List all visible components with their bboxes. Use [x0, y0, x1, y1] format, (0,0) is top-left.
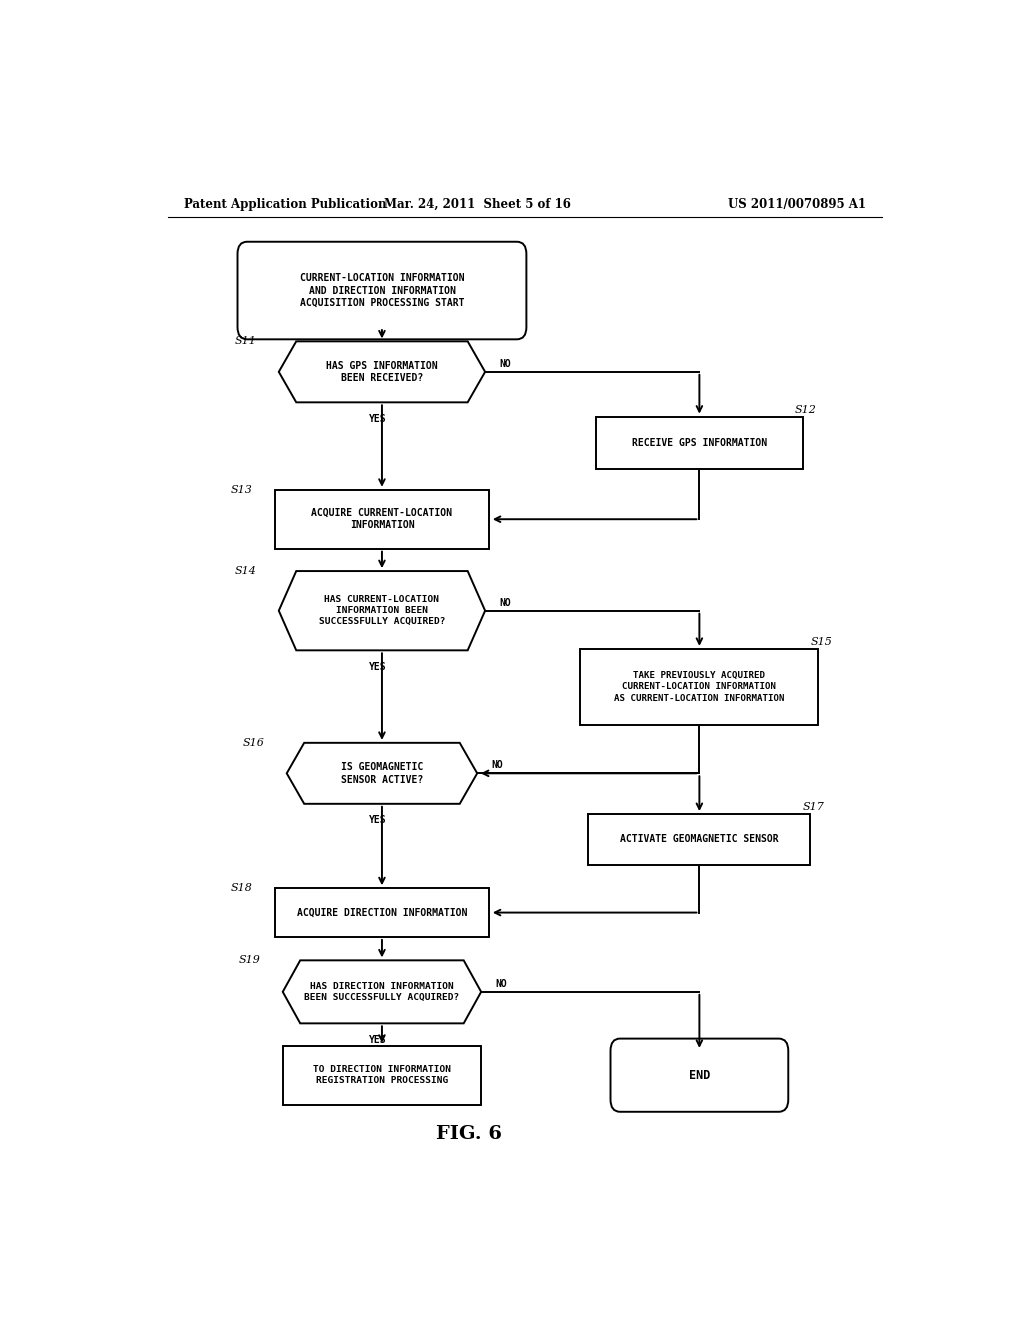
Text: Patent Application Publication: Patent Application Publication: [183, 198, 386, 211]
Text: NO: NO: [499, 598, 511, 607]
Text: YES: YES: [370, 1035, 387, 1044]
Text: END: END: [689, 1069, 710, 1081]
Text: S19: S19: [240, 956, 261, 965]
Text: TO DIRECTION INFORMATION
REGISTRATION PROCESSING: TO DIRECTION INFORMATION REGISTRATION PR…: [313, 1065, 451, 1085]
Text: S16: S16: [243, 738, 265, 748]
Bar: [596, 417, 803, 470]
Polygon shape: [283, 961, 481, 1023]
Text: IS GEOMAGNETIC
SENSOR ACTIVE?: IS GEOMAGNETIC SENSOR ACTIVE?: [341, 762, 423, 784]
Polygon shape: [287, 743, 477, 804]
Polygon shape: [279, 572, 485, 651]
Bar: [588, 814, 811, 865]
Text: NO: NO: [499, 359, 511, 368]
Text: S15: S15: [811, 636, 833, 647]
Bar: [581, 649, 818, 725]
Text: FIG. 6: FIG. 6: [436, 1125, 502, 1143]
Text: ACQUIRE DIRECTION INFORMATION: ACQUIRE DIRECTION INFORMATION: [297, 908, 467, 917]
FancyBboxPatch shape: [238, 242, 526, 339]
Text: S12: S12: [795, 404, 816, 414]
Text: HAS DIRECTION INFORMATION
BEEN SUCCESSFULLY ACQUIRED?: HAS DIRECTION INFORMATION BEEN SUCCESSFU…: [304, 982, 460, 1002]
Text: ACQUIRE CURRENT-LOCATION
INFORMATION: ACQUIRE CURRENT-LOCATION INFORMATION: [311, 508, 453, 531]
Text: S18: S18: [231, 883, 253, 894]
Polygon shape: [279, 342, 485, 403]
Bar: [274, 490, 489, 549]
Text: Mar. 24, 2011  Sheet 5 of 16: Mar. 24, 2011 Sheet 5 of 16: [384, 198, 570, 211]
Text: S13: S13: [231, 484, 253, 495]
Text: CURRENT-LOCATION INFORMATION
AND DIRECTION INFORMATION
ACQUISITION PROCESSING ST: CURRENT-LOCATION INFORMATION AND DIRECTI…: [300, 273, 464, 308]
Text: US 2011/0070895 A1: US 2011/0070895 A1: [728, 198, 866, 211]
FancyBboxPatch shape: [610, 1039, 788, 1111]
Text: S17: S17: [803, 803, 824, 812]
Text: HAS GPS INFORMATION
BEEN RECEIVED?: HAS GPS INFORMATION BEEN RECEIVED?: [326, 360, 438, 383]
Text: RECEIVE GPS INFORMATION: RECEIVE GPS INFORMATION: [632, 438, 767, 447]
Text: YES: YES: [370, 814, 387, 825]
Text: S14: S14: [236, 566, 257, 576]
Text: YES: YES: [370, 413, 387, 424]
Bar: [283, 1045, 481, 1105]
Text: NO: NO: [492, 760, 503, 770]
Text: S11: S11: [236, 337, 257, 346]
Text: TAKE PREVIOUSLY ACQUIRED
CURRENT-LOCATION INFORMATION
AS CURRENT-LOCATION INFORM: TAKE PREVIOUSLY ACQUIRED CURRENT-LOCATIO…: [614, 672, 784, 702]
Text: ACTIVATE GEOMAGNETIC SENSOR: ACTIVATE GEOMAGNETIC SENSOR: [621, 834, 778, 845]
Text: YES: YES: [370, 661, 387, 672]
Text: HAS CURRENT-LOCATION
INFORMATION BEEN
SUCCESSFULLY ACQUIRED?: HAS CURRENT-LOCATION INFORMATION BEEN SU…: [318, 595, 445, 626]
Text: NO: NO: [496, 978, 507, 989]
Bar: [274, 888, 489, 937]
